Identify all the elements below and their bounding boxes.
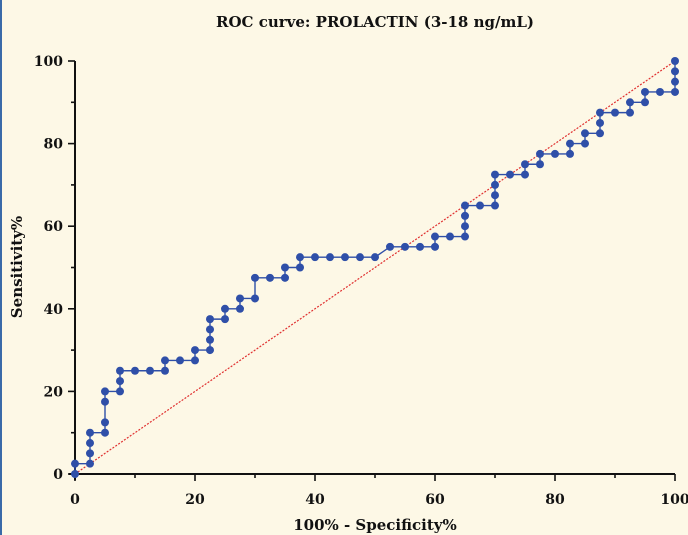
roc-point (161, 366, 169, 375)
roc-point (146, 366, 154, 375)
roc-point (266, 273, 274, 282)
roc-point (116, 366, 124, 375)
roc-point (281, 263, 289, 272)
roc-point (236, 304, 244, 313)
chart-title: ROC curve: PROLACTIN (3-18 ng/mL) (216, 13, 534, 31)
roc-point (101, 387, 109, 396)
y-tick-label: 60 (44, 219, 64, 235)
roc-point (191, 356, 199, 365)
roc-point (461, 201, 469, 210)
roc-point (491, 191, 499, 200)
roc-point (281, 273, 289, 282)
roc-point (506, 170, 514, 179)
y-tick-label: 40 (44, 302, 64, 318)
y-tick-label: 0 (53, 467, 63, 483)
roc-point (386, 242, 394, 251)
roc-point (86, 428, 94, 437)
roc-point (206, 325, 214, 334)
roc-point (311, 253, 319, 262)
roc-point (461, 222, 469, 231)
roc-point (296, 263, 304, 272)
y-tick-label: 20 (44, 384, 64, 400)
roc-point (476, 201, 484, 210)
roc-point (71, 459, 79, 468)
roc-point (671, 77, 679, 86)
roc-point (551, 149, 559, 158)
roc-point (251, 273, 259, 282)
roc-point (161, 356, 169, 365)
roc-point (536, 149, 544, 158)
roc-point (206, 335, 214, 344)
roc-point (596, 118, 604, 127)
roc-point (341, 253, 349, 262)
roc-point (236, 294, 244, 303)
roc-point (581, 139, 589, 148)
roc-point (431, 232, 439, 241)
roc-point (296, 253, 304, 262)
roc-point (491, 201, 499, 210)
roc-point (206, 346, 214, 355)
x-tick-label: 100 (660, 492, 688, 508)
roc-point (116, 387, 124, 396)
roc-point (566, 149, 574, 158)
roc-point (491, 170, 499, 179)
y-tick-label: 80 (44, 137, 64, 153)
roc-point (596, 108, 604, 117)
roc-point (431, 242, 439, 251)
roc-point (356, 253, 364, 262)
roc-point (536, 160, 544, 169)
roc-point (671, 67, 679, 76)
roc-point (641, 98, 649, 107)
y-axis-label: Sensitivity% (8, 216, 26, 318)
roc-point (176, 356, 184, 365)
roc-point (671, 87, 679, 96)
x-tick-label: 20 (185, 492, 205, 508)
roc-point (86, 439, 94, 448)
roc-point (101, 428, 109, 437)
roc-point (521, 160, 529, 169)
roc-point (71, 470, 79, 478)
roc-point (221, 315, 229, 324)
roc-point (446, 232, 454, 241)
roc-point (641, 87, 649, 96)
roc-point (671, 57, 679, 65)
roc-point (491, 180, 499, 189)
roc-point (326, 253, 334, 262)
roc-point (251, 294, 259, 303)
roc-point (131, 366, 139, 375)
roc-point (611, 108, 619, 117)
x-tick-label: 80 (545, 492, 565, 508)
roc-point (206, 315, 214, 324)
roc-point (116, 377, 124, 386)
x-axis-label: 100% - Specificity% (293, 516, 457, 534)
roc-point (596, 129, 604, 138)
roc-point (581, 129, 589, 138)
x-tick-label: 40 (305, 492, 325, 508)
roc-point (566, 139, 574, 148)
roc-point (371, 253, 379, 262)
roc-point (461, 232, 469, 241)
roc-point (86, 459, 94, 468)
roc-point (656, 87, 664, 96)
x-tick-label: 0 (70, 492, 80, 508)
roc-point (401, 242, 409, 251)
roc-point (86, 449, 94, 458)
roc-point (626, 98, 634, 107)
roc-point (101, 397, 109, 406)
x-tick-label: 60 (425, 492, 445, 508)
roc-point (101, 418, 109, 427)
reference-line (74, 60, 676, 475)
roc-point (221, 304, 229, 313)
roc-point (191, 346, 199, 355)
roc-point (461, 211, 469, 220)
roc-point (626, 108, 634, 117)
roc-point (416, 242, 424, 251)
y-tick-label: 100 (34, 54, 63, 70)
roc-point (521, 170, 529, 179)
